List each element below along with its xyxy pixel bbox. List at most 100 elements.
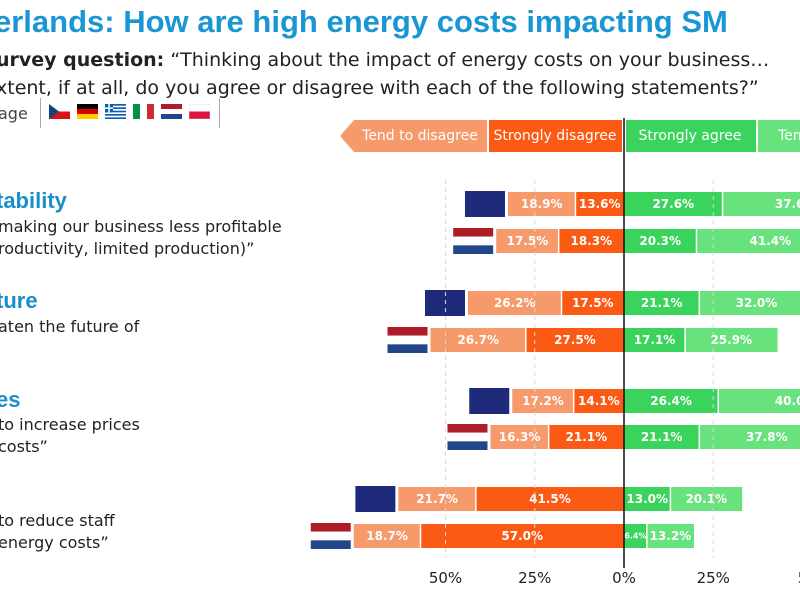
group-1-average-strongly-agree-bar [624,192,723,216]
group-3-netherlands-tend-disagree-bar [490,425,549,449]
group-1-netherlands-strongly-disagree-bar [558,229,624,253]
group-3-netherlands-tend-agree-label: 37.8% [746,430,788,444]
group-1-average-tend-agree-label: 37.6 [775,197,800,211]
statement-1-line-1: making our business less profitable [0,217,282,236]
polish-flag-icon [189,104,210,119]
group-1-netherlands-tend-agree-bar [696,229,800,253]
group-1-average-tend-disagree-label: 18.9% [521,197,563,211]
group-4-average-tend-agree-bar [670,487,743,511]
legend-label-strongly-agree: Strongly agree [639,128,742,144]
group-4-average-tend-agree-label: 20.1% [685,492,727,506]
group-1-netherlands-tend-agree-label: 41.4% [750,234,792,248]
group-2-average-strongly-agree-bar [624,291,700,315]
group-3-average-tend-disagree-bar [512,389,574,413]
group-3-netherlands-strongly-disagree-label: 21.1% [566,430,608,444]
group-4-netherlands-strongly-agree-bar [624,524,647,548]
group-2-average-strongly-agree-label: 21.1% [641,296,683,310]
group-2-netherlands-tend-disagree-label: 26.7% [457,333,499,347]
dutch-flag-icon [161,104,182,119]
country-flag-legend [40,98,220,128]
group-3-average-strongly-agree-bar [624,389,719,413]
group-2-netherlands-strongly-agree-bar [624,328,686,352]
statement-2-line-1: aten the future of [0,317,140,336]
group-2-netherlands-tend-agree-bar [685,328,778,352]
group-3-netherlands-tend-disagree-label: 16.3% [499,430,541,444]
x-tick-label-2: 0% [612,569,636,587]
statement-3-heading: es [0,387,21,412]
group-1-average-strongly-disagree-bar [575,192,624,216]
group-2-average-tend-agree-bar [699,291,800,315]
group-2-netherlands-tend-disagree-bar [430,328,526,352]
group-3-netherlands-strongly-agree-label: 21.1% [641,430,683,444]
group-3-netherlands-dutch-flag-red [447,424,488,433]
group-1-average-strongly-agree-label: 27.6% [652,197,694,211]
group-3-netherlands-tend-agree-bar [699,425,800,449]
legend-tend-agree [758,120,800,152]
survey-question: urvey question: “Thinking about the impa… [0,46,769,102]
legend-strongly-agree [626,120,756,152]
group-4-average-strongly-agree-label: 13.0% [626,492,668,506]
group-4-netherlands-tend-agree-bar [646,524,694,548]
legend-label-tend-agree: Ten [777,128,800,144]
legend-arrow [340,120,354,152]
group-4-average-strongly-disagree-bar [475,487,624,511]
question-label: urvey question: [0,49,165,71]
statement-2-text: aten the future of [0,316,139,338]
group-4-netherlands-tend-disagree-label: 18.7% [366,529,408,543]
group-1-netherlands-strongly-disagree-label: 18.3% [571,234,613,248]
statement-2-heading: ture [0,288,38,313]
group-3-netherlands-dutch-flag-white [447,432,488,442]
question-line-1: “Thinking about the impact of energy cos… [170,49,770,71]
group-4-netherlands-dutch-flag-red [310,523,351,532]
group-3-netherlands-strongly-agree-bar [624,425,700,449]
greek-flag-icon [105,104,126,119]
group-3-netherlands-strongly-disagree-bar [548,425,624,449]
statement-4-line-1: to reduce staff [0,511,115,530]
legend-label-strongly-disagree: Strongly disagree [494,128,617,144]
statement-4-line-2: energy costs” [0,533,109,552]
group-2-average-average-marker [424,290,465,316]
group-2-netherlands-strongly-agree-label: 17.1% [634,333,676,347]
group-2-average-strongly-disagree-label: 17.5% [572,296,614,310]
group-4-netherlands-tend-agree-label: 13.2% [650,529,692,543]
legend-strongly-disagree [489,120,622,152]
group-4-average-tend-disagree-label: 21.7% [416,492,458,506]
legend-tend-disagree [354,120,487,152]
group-4-netherlands-dutch-flag-blue [310,540,351,549]
czech-flag-icon [49,104,70,119]
group-1-netherlands-tend-disagree-label: 17.5% [507,234,549,248]
group-4-netherlands-strongly-disagree-label: 57.0% [501,529,543,543]
group-1-netherlands-strongly-agree-label: 20.3% [639,234,681,248]
statement-3-text: to increase prices costs” [0,414,140,458]
group-1-netherlands-strongly-agree-bar [624,229,697,253]
chart-title: erlands: How are high energy costs impac… [0,4,728,39]
x-tick-label-1: 25% [518,569,551,587]
group-1-average-tend-disagree-bar [507,192,576,216]
group-1-average-strongly-disagree-label: 13.6% [579,197,621,211]
group-3-average-tend-agree-bar [718,389,800,413]
group-2-average-tend-agree-label: 32.0% [736,296,778,310]
italian-flag-icon [133,104,154,119]
statement-3-line-2: costs” [0,437,48,456]
group-3-average-tend-disagree-label: 17.2% [522,394,564,408]
group-4-netherlands-strongly-disagree-bar [420,524,624,548]
x-tick-label-3: 25% [697,569,730,587]
group-2-netherlands-tend-agree-label: 25.9% [710,333,752,347]
german-flag-icon [77,104,98,119]
group-4-netherlands-dutch-flag-white [310,531,351,541]
group-2-netherlands-dutch-flag-blue [387,344,428,353]
group-4-average-strongly-disagree-label: 41.5% [529,492,571,506]
group-4-average-tend-disagree-bar [398,487,476,511]
group-4-average-strongly-agree-bar [624,487,671,511]
question-line-2: xtent, if at all, do you agree or disagr… [0,77,759,99]
group-1-netherlands-dutch-flag-red [453,228,494,237]
group-4-netherlands-tend-disagree-bar [353,524,421,548]
group-1-netherlands-dutch-flag-blue [453,245,494,254]
group-4-average-average-marker [355,486,396,512]
group-1-average-average-marker [464,191,505,217]
legend-label-tend-disagree: Tend to disagree [361,128,478,144]
group-1-average-tend-agree-bar [722,192,800,216]
group-2-netherlands-strongly-disagree-bar [525,328,624,352]
statement-4-text: to reduce staff energy costs” [0,510,115,554]
group-3-average-strongly-disagree-bar [573,389,624,413]
